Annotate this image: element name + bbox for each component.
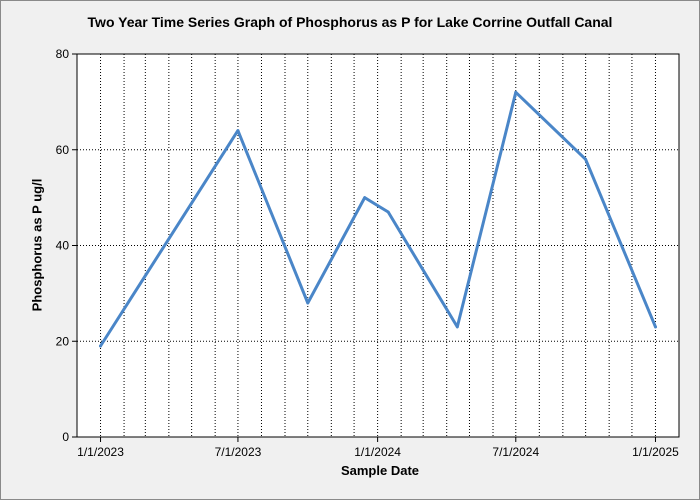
horizontal-gridlines bbox=[77, 149, 679, 342]
x-tick-label: 1/1/2025 bbox=[632, 445, 679, 459]
y-tick-label: 40 bbox=[56, 239, 70, 253]
x-tick-label: 7/1/2024 bbox=[492, 445, 539, 459]
vertical-gridlines bbox=[100, 54, 656, 437]
series-group bbox=[99, 90, 657, 348]
chart-title: Two Year Time Series Graph of Phosphorus… bbox=[87, 14, 613, 30]
data-point bbox=[386, 210, 390, 214]
data-point bbox=[584, 157, 588, 161]
x-axis-ticks: 1/1/2023 7/1/2023 1/1/2024 7/1/2024 1/1/2025 bbox=[77, 437, 679, 459]
data-point bbox=[514, 90, 518, 94]
data-point bbox=[455, 325, 459, 329]
y-tick-label: 80 bbox=[56, 47, 70, 61]
data-point bbox=[236, 129, 240, 133]
y-tick-label: 0 bbox=[62, 430, 69, 444]
x-tick-label: 7/1/2023 bbox=[215, 445, 262, 459]
y-tick-label: 20 bbox=[56, 334, 70, 348]
y-tick-label: 60 bbox=[56, 143, 70, 157]
data-point bbox=[99, 344, 102, 348]
y-axis-ticks: 0 20 40 60 80 bbox=[56, 47, 77, 444]
data-point bbox=[654, 325, 657, 329]
x-axis-title: Sample Date bbox=[340, 463, 420, 478]
x-tick-label: 1/1/2024 bbox=[354, 445, 401, 459]
x-tick-label: 1/1/2023 bbox=[77, 445, 124, 459]
data-point bbox=[363, 196, 367, 200]
data-point bbox=[306, 301, 310, 305]
